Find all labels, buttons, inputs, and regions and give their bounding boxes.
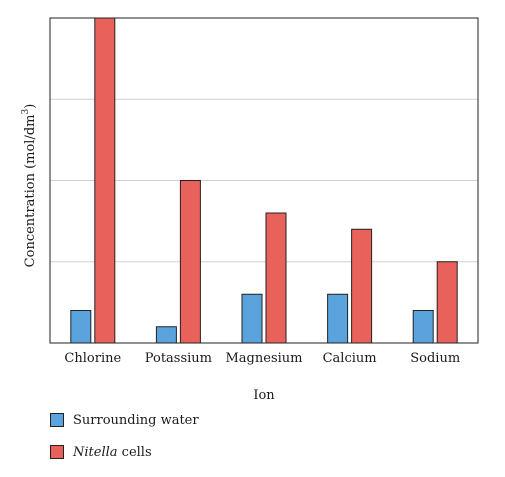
x-tick-labels: Chlorine Potassium Magnesium Calcium Sodium bbox=[64, 351, 460, 366]
x-tick-label-magnesium: Magnesium bbox=[226, 351, 303, 366]
legend-swatch-surrounding-water bbox=[50, 413, 64, 427]
legend-label-surrounding-water: Surrounding water bbox=[73, 412, 199, 428]
bar-potassium-nitella-cells bbox=[179, 180, 201, 344]
bar-chlorine-surrounding-water bbox=[70, 310, 92, 344]
x-tick-label-calcium: Calcium bbox=[323, 351, 377, 366]
legend-swatch-nitella-cells bbox=[50, 445, 64, 459]
bars bbox=[70, 17, 458, 344]
plot-frame bbox=[49, 17, 479, 344]
y-axis-title-close: ) bbox=[23, 104, 38, 109]
bar-calcium-nitella-cells bbox=[351, 228, 373, 344]
y-axis-title-sup: 3 bbox=[21, 109, 31, 115]
gridlines bbox=[50, 98, 478, 263]
bar-sodium-nitella-cells bbox=[436, 261, 458, 344]
legend-label-nitella-cells: Nitella cells bbox=[73, 445, 152, 460]
x-tick-label-potassium: Potassium bbox=[145, 351, 212, 366]
legend: Surrounding water Nitella cells bbox=[50, 404, 199, 468]
x-tick-label-chlorine: Chlorine bbox=[64, 351, 121, 366]
x-axis-title: Ion bbox=[253, 388, 275, 400]
bar-magnesium-nitella-cells bbox=[265, 212, 287, 344]
bar-chlorine-nitella-cells bbox=[94, 17, 116, 344]
bar-calcium-surrounding-water bbox=[327, 293, 349, 344]
x-tick-label-sodium: Sodium bbox=[410, 351, 460, 366]
legend-item-nitella-cells: Nitella cells bbox=[50, 436, 199, 468]
legend-label-nitella-rest: cells bbox=[117, 444, 152, 460]
y-axis-title-main: Concentration (mol/dm bbox=[23, 115, 38, 268]
legend-label-nitella-italic: Nitella bbox=[73, 444, 118, 460]
bar-chart: Chlorine Potassium Magnesium Calcium Sodium … bbox=[21, 17, 479, 400]
bar-potassium-surrounding-water bbox=[155, 326, 177, 344]
y-axis-title: Concentration (mol/dm3) bbox=[21, 104, 38, 268]
bar-sodium-surrounding-water bbox=[412, 310, 434, 344]
legend-item-surrounding-water: Surrounding water bbox=[50, 404, 199, 436]
bar-magnesium-surrounding-water bbox=[241, 293, 263, 344]
